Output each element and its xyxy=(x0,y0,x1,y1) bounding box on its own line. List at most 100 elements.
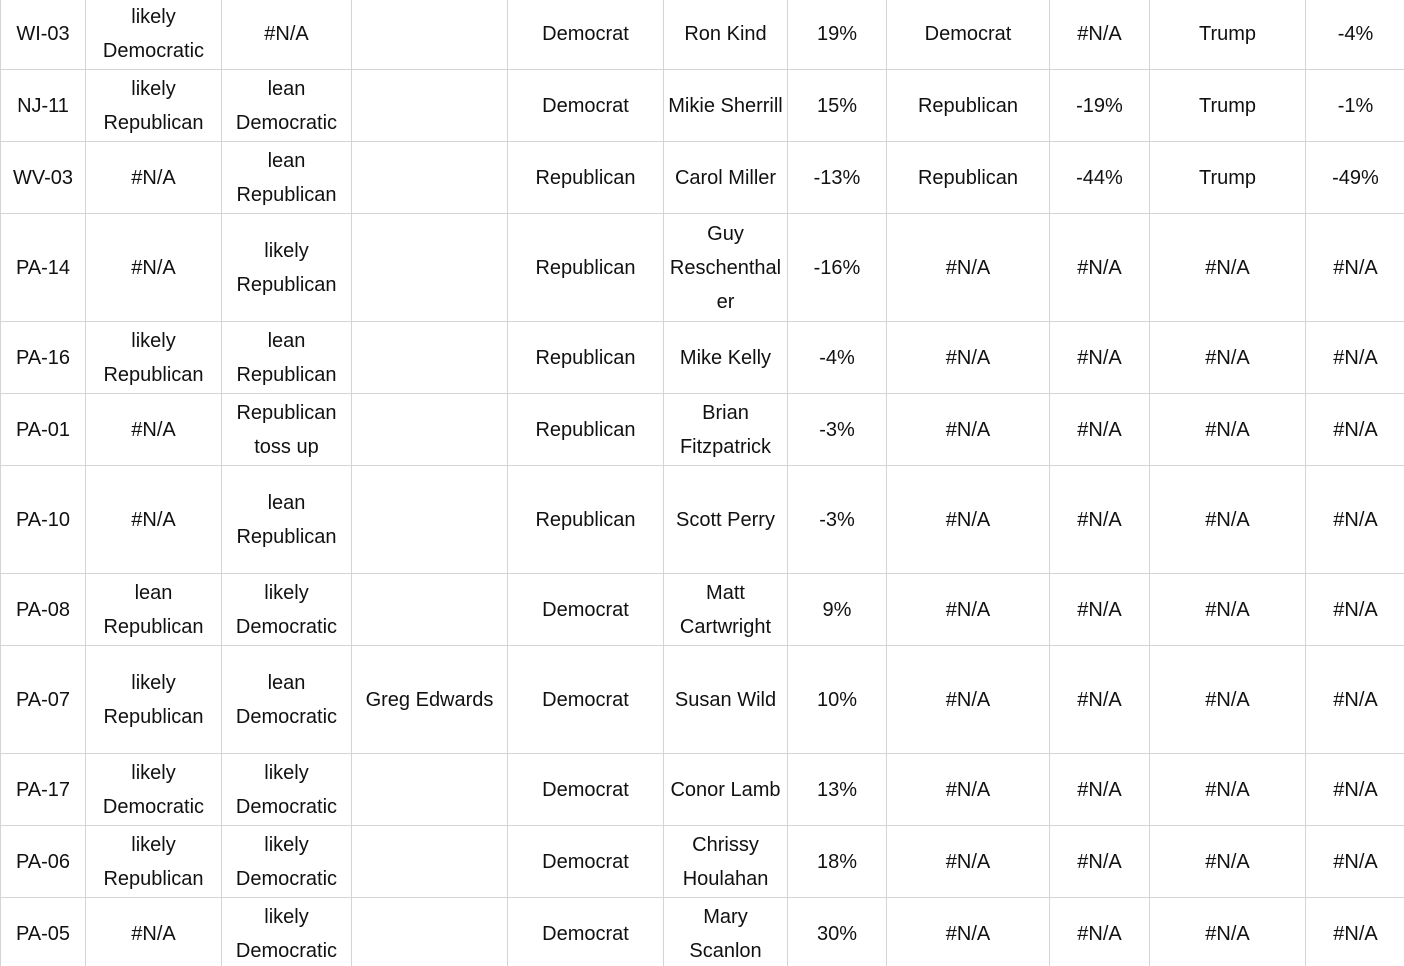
table-cell: -49% xyxy=(1305,141,1404,214)
table-cell xyxy=(351,69,508,142)
table-row: PA-05 #N/A likely Democratic Democrat Mary S… xyxy=(0,897,1404,966)
table-cell: -4% xyxy=(1305,0,1404,70)
table-cell: #N/A xyxy=(886,645,1050,754)
table-cell: likely Democratic xyxy=(221,753,352,826)
table-cell: Republican toss up xyxy=(221,393,352,466)
table-cell xyxy=(351,897,508,966)
table-cell: -4% xyxy=(787,321,887,394)
table-cell: PA-17 xyxy=(0,753,86,826)
table-cell: #N/A xyxy=(1149,465,1306,574)
table-cell: 19% xyxy=(787,0,887,70)
table-cell: #N/A xyxy=(1149,897,1306,966)
table-cell: Guy Reschenthaler xyxy=(663,213,788,322)
table-cell: #N/A xyxy=(1149,573,1306,646)
table-cell: #N/A xyxy=(886,753,1050,826)
table-cell: Republican xyxy=(507,465,664,574)
table-cell: #N/A xyxy=(1305,393,1404,466)
table-cell: PA-16 xyxy=(0,321,86,394)
table-cell: #N/A xyxy=(85,897,222,966)
table-cell: likely Democratic xyxy=(221,825,352,898)
table-cell: Democrat xyxy=(507,897,664,966)
table-cell: #N/A xyxy=(1049,645,1150,754)
table-cell: -13% xyxy=(787,141,887,214)
table-cell: #N/A xyxy=(1305,213,1404,322)
table-cell: PA-08 xyxy=(0,573,86,646)
table-cell: #N/A xyxy=(1149,645,1306,754)
table-cell: #N/A xyxy=(85,465,222,574)
table-cell: Brian Fitzpatrick xyxy=(663,393,788,466)
table-cell: #N/A xyxy=(1305,753,1404,826)
table-cell: #N/A xyxy=(1305,321,1404,394)
table-cell: WV-03 xyxy=(0,141,86,214)
table-cell: lean Democratic xyxy=(221,69,352,142)
table-cell: likely Republican xyxy=(85,825,222,898)
table-cell xyxy=(351,321,508,394)
table-cell xyxy=(351,825,508,898)
table-row: PA-08 lean Republican likely Democratic Dem… xyxy=(0,573,1404,646)
table-row: PA-10 #N/A lean Republican Republican Scott … xyxy=(0,465,1404,574)
table-row: PA-14 #N/A likely Republican Republican Guy … xyxy=(0,213,1404,322)
table-cell: 9% xyxy=(787,573,887,646)
table-cell: Republican xyxy=(507,213,664,322)
table-cell: -19% xyxy=(1049,69,1150,142)
table-row: PA-06 likely Republican likely Democratic D… xyxy=(0,825,1404,898)
table-cell: #N/A xyxy=(1149,321,1306,394)
table-cell: Democrat xyxy=(507,753,664,826)
table-cell: Republican xyxy=(507,393,664,466)
table-cell: likely Republican xyxy=(85,321,222,394)
table-row: PA-16 likely Republican lean Republican Rep… xyxy=(0,321,1404,394)
table-row: WV-03 #N/A lean Republican Republican Carol … xyxy=(0,141,1404,214)
table-cell: #N/A xyxy=(886,213,1050,322)
table-cell: likely Republican xyxy=(85,645,222,754)
table-cell: #N/A xyxy=(886,897,1050,966)
table-cell: PA-14 xyxy=(0,213,86,322)
table-cell: PA-05 xyxy=(0,897,86,966)
table-cell: #N/A xyxy=(1049,573,1150,646)
table-cell: Mike Kelly xyxy=(663,321,788,394)
table-cell: -3% xyxy=(787,393,887,466)
table-cell: 18% xyxy=(787,825,887,898)
table-cell: #N/A xyxy=(1049,825,1150,898)
table-cell: Democrat xyxy=(507,825,664,898)
table-cell: #N/A xyxy=(886,321,1050,394)
table-cell: -44% xyxy=(1049,141,1150,214)
table-cell: #N/A xyxy=(85,213,222,322)
table-cell: likely Democratic xyxy=(221,573,352,646)
table-cell: #N/A xyxy=(1305,897,1404,966)
table-cell: Democrat xyxy=(507,573,664,646)
table-cell: PA-01 xyxy=(0,393,86,466)
table-cell xyxy=(351,573,508,646)
table-cell: Democrat xyxy=(507,69,664,142)
table-cell xyxy=(351,141,508,214)
table-row: WI-03 likely Democratic #N/A Democrat Ron Ki… xyxy=(0,0,1404,70)
table-cell: Trump xyxy=(1149,0,1306,70)
table-cell: #N/A xyxy=(1049,393,1150,466)
table-cell: Republican xyxy=(507,321,664,394)
table-cell: #N/A xyxy=(1049,0,1150,70)
table-cell: Mary Scanlon xyxy=(663,897,788,966)
table-row: PA-17 likely Democratic likely Democratic D… xyxy=(0,753,1404,826)
table-cell: #N/A xyxy=(221,0,352,70)
table-cell: Scott Perry xyxy=(663,465,788,574)
table-cell: likely Democratic xyxy=(85,0,222,70)
table-cell: Mikie Sherrill xyxy=(663,69,788,142)
table-cell: Republican xyxy=(886,69,1050,142)
table-cell: #N/A xyxy=(1049,213,1150,322)
table-cell xyxy=(351,465,508,574)
table-cell: #N/A xyxy=(1049,753,1150,826)
table-cell: #N/A xyxy=(1305,573,1404,646)
table-cell: 10% xyxy=(787,645,887,754)
table-cell: #N/A xyxy=(886,573,1050,646)
table-cell: lean Republican xyxy=(221,465,352,574)
table-row: PA-01 #N/A Republican toss up Republican Bri… xyxy=(0,393,1404,466)
table-cell: Republican xyxy=(886,141,1050,214)
table-cell: #N/A xyxy=(1149,393,1306,466)
table-cell: Chrissy Houlahan xyxy=(663,825,788,898)
table-cell: Matt Cartwright xyxy=(663,573,788,646)
table-cell: 15% xyxy=(787,69,887,142)
table-cell: #N/A xyxy=(1149,753,1306,826)
table-cell: Republican xyxy=(507,141,664,214)
table-cell: #N/A xyxy=(1305,645,1404,754)
